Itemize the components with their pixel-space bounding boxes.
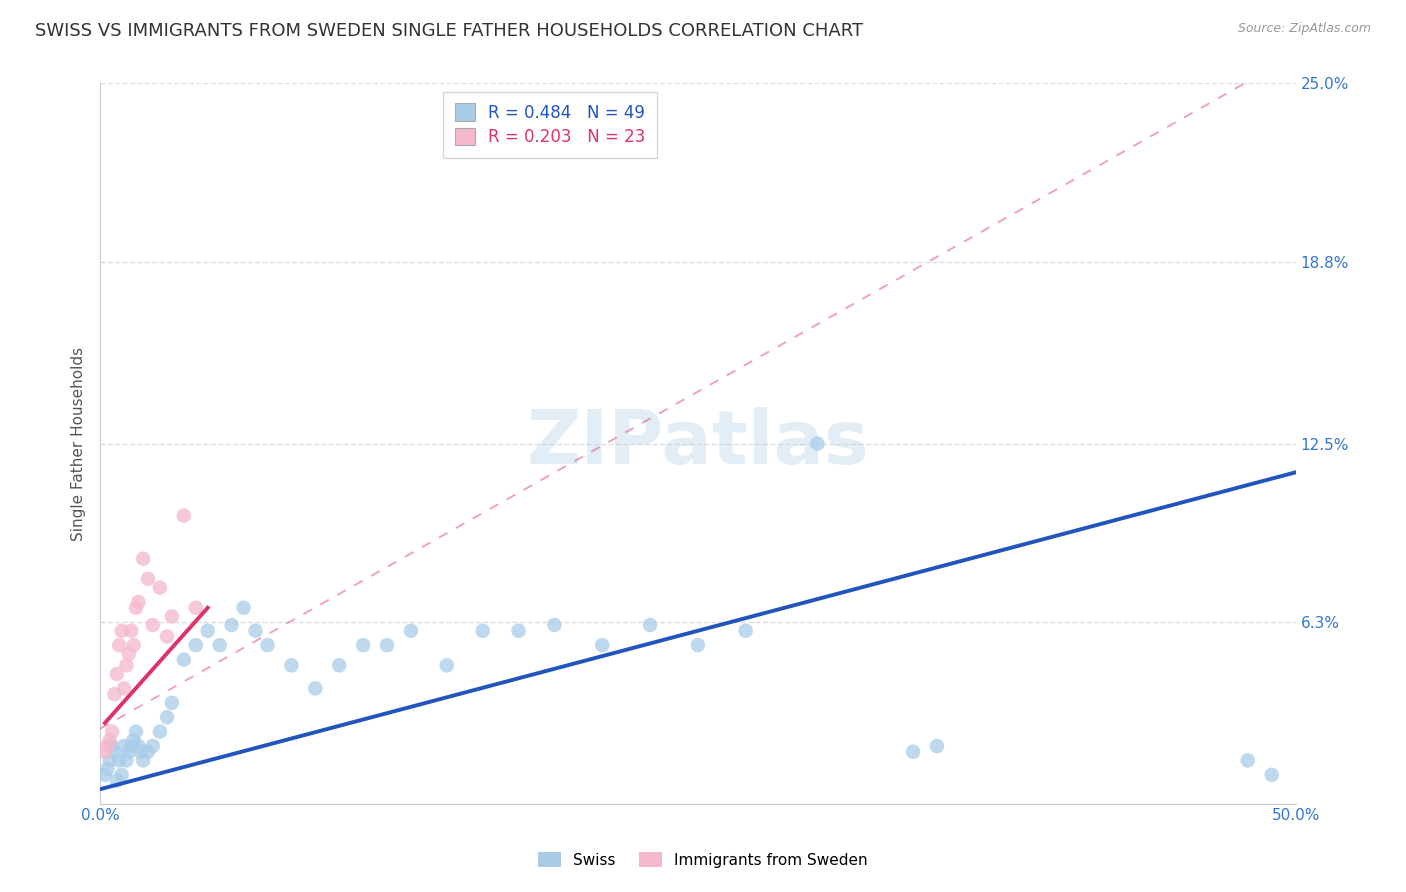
- Point: [115, 658, 138, 673]
- Point: [122, 733, 145, 747]
- Point: [256, 638, 278, 652]
- Point: [352, 638, 374, 652]
- Point: [304, 681, 326, 696]
- Point: [111, 768, 134, 782]
- Point: [96, 739, 118, 753]
- Point: [112, 739, 135, 753]
- Point: [156, 630, 179, 644]
- Point: [105, 667, 128, 681]
- Text: SWISS VS IMMIGRANTS FROM SWEDEN SINGLE FATHER HOUSEHOLDS CORRELATION CHART: SWISS VS IMMIGRANTS FROM SWEDEN SINGLE F…: [35, 22, 863, 40]
- Point: [111, 624, 134, 638]
- Point: [184, 638, 207, 652]
- Point: [108, 753, 131, 767]
- Point: [901, 745, 924, 759]
- Point: [173, 508, 195, 523]
- Point: [112, 681, 135, 696]
- Point: [1260, 768, 1282, 782]
- Point: [160, 696, 183, 710]
- Point: [125, 600, 148, 615]
- Point: [120, 624, 142, 638]
- Point: [118, 647, 141, 661]
- Point: [94, 768, 117, 782]
- Point: [280, 658, 302, 673]
- Point: [149, 724, 172, 739]
- Point: [471, 624, 494, 638]
- Point: [208, 638, 231, 652]
- Point: [125, 724, 148, 739]
- Point: [328, 658, 350, 673]
- Legend: Swiss, Immigrants from Sweden: Swiss, Immigrants from Sweden: [526, 839, 880, 880]
- Point: [132, 551, 155, 566]
- Point: [173, 652, 195, 666]
- Point: [142, 618, 165, 632]
- Point: [375, 638, 398, 652]
- Point: [101, 724, 124, 739]
- Point: [105, 773, 128, 788]
- Point: [734, 624, 756, 638]
- Text: ZIPatlas: ZIPatlas: [526, 407, 869, 480]
- Point: [806, 436, 828, 450]
- Point: [508, 624, 530, 638]
- Point: [129, 745, 152, 759]
- Point: [399, 624, 422, 638]
- Point: [136, 572, 159, 586]
- Point: [543, 618, 565, 632]
- Point: [232, 600, 254, 615]
- Point: [156, 710, 179, 724]
- Point: [245, 624, 267, 638]
- Point: [118, 745, 141, 759]
- Point: [115, 753, 138, 767]
- Point: [136, 745, 159, 759]
- Point: [1236, 753, 1258, 767]
- Point: [122, 638, 145, 652]
- Text: Source: ZipAtlas.com: Source: ZipAtlas.com: [1237, 22, 1371, 36]
- Point: [108, 638, 131, 652]
- Point: [149, 581, 172, 595]
- Point: [101, 739, 124, 753]
- Point: [127, 595, 149, 609]
- Point: [103, 745, 125, 759]
- Point: [638, 618, 661, 632]
- Point: [98, 753, 121, 767]
- Point: [142, 739, 165, 753]
- Point: [925, 739, 948, 753]
- Point: [94, 745, 117, 759]
- Point: [221, 618, 243, 632]
- Point: [686, 638, 709, 652]
- Point: [120, 739, 142, 753]
- Y-axis label: Single Father Households: Single Father Households: [72, 346, 86, 541]
- Point: [436, 658, 458, 673]
- Point: [98, 733, 121, 747]
- Point: [127, 739, 149, 753]
- Point: [132, 753, 155, 767]
- Point: [103, 687, 125, 701]
- Point: [591, 638, 613, 652]
- Point: [96, 762, 118, 776]
- Point: [197, 624, 219, 638]
- Point: [184, 600, 207, 615]
- Legend: R = 0.484   N = 49, R = 0.203   N = 23: R = 0.484 N = 49, R = 0.203 N = 23: [443, 92, 657, 158]
- Point: [160, 609, 183, 624]
